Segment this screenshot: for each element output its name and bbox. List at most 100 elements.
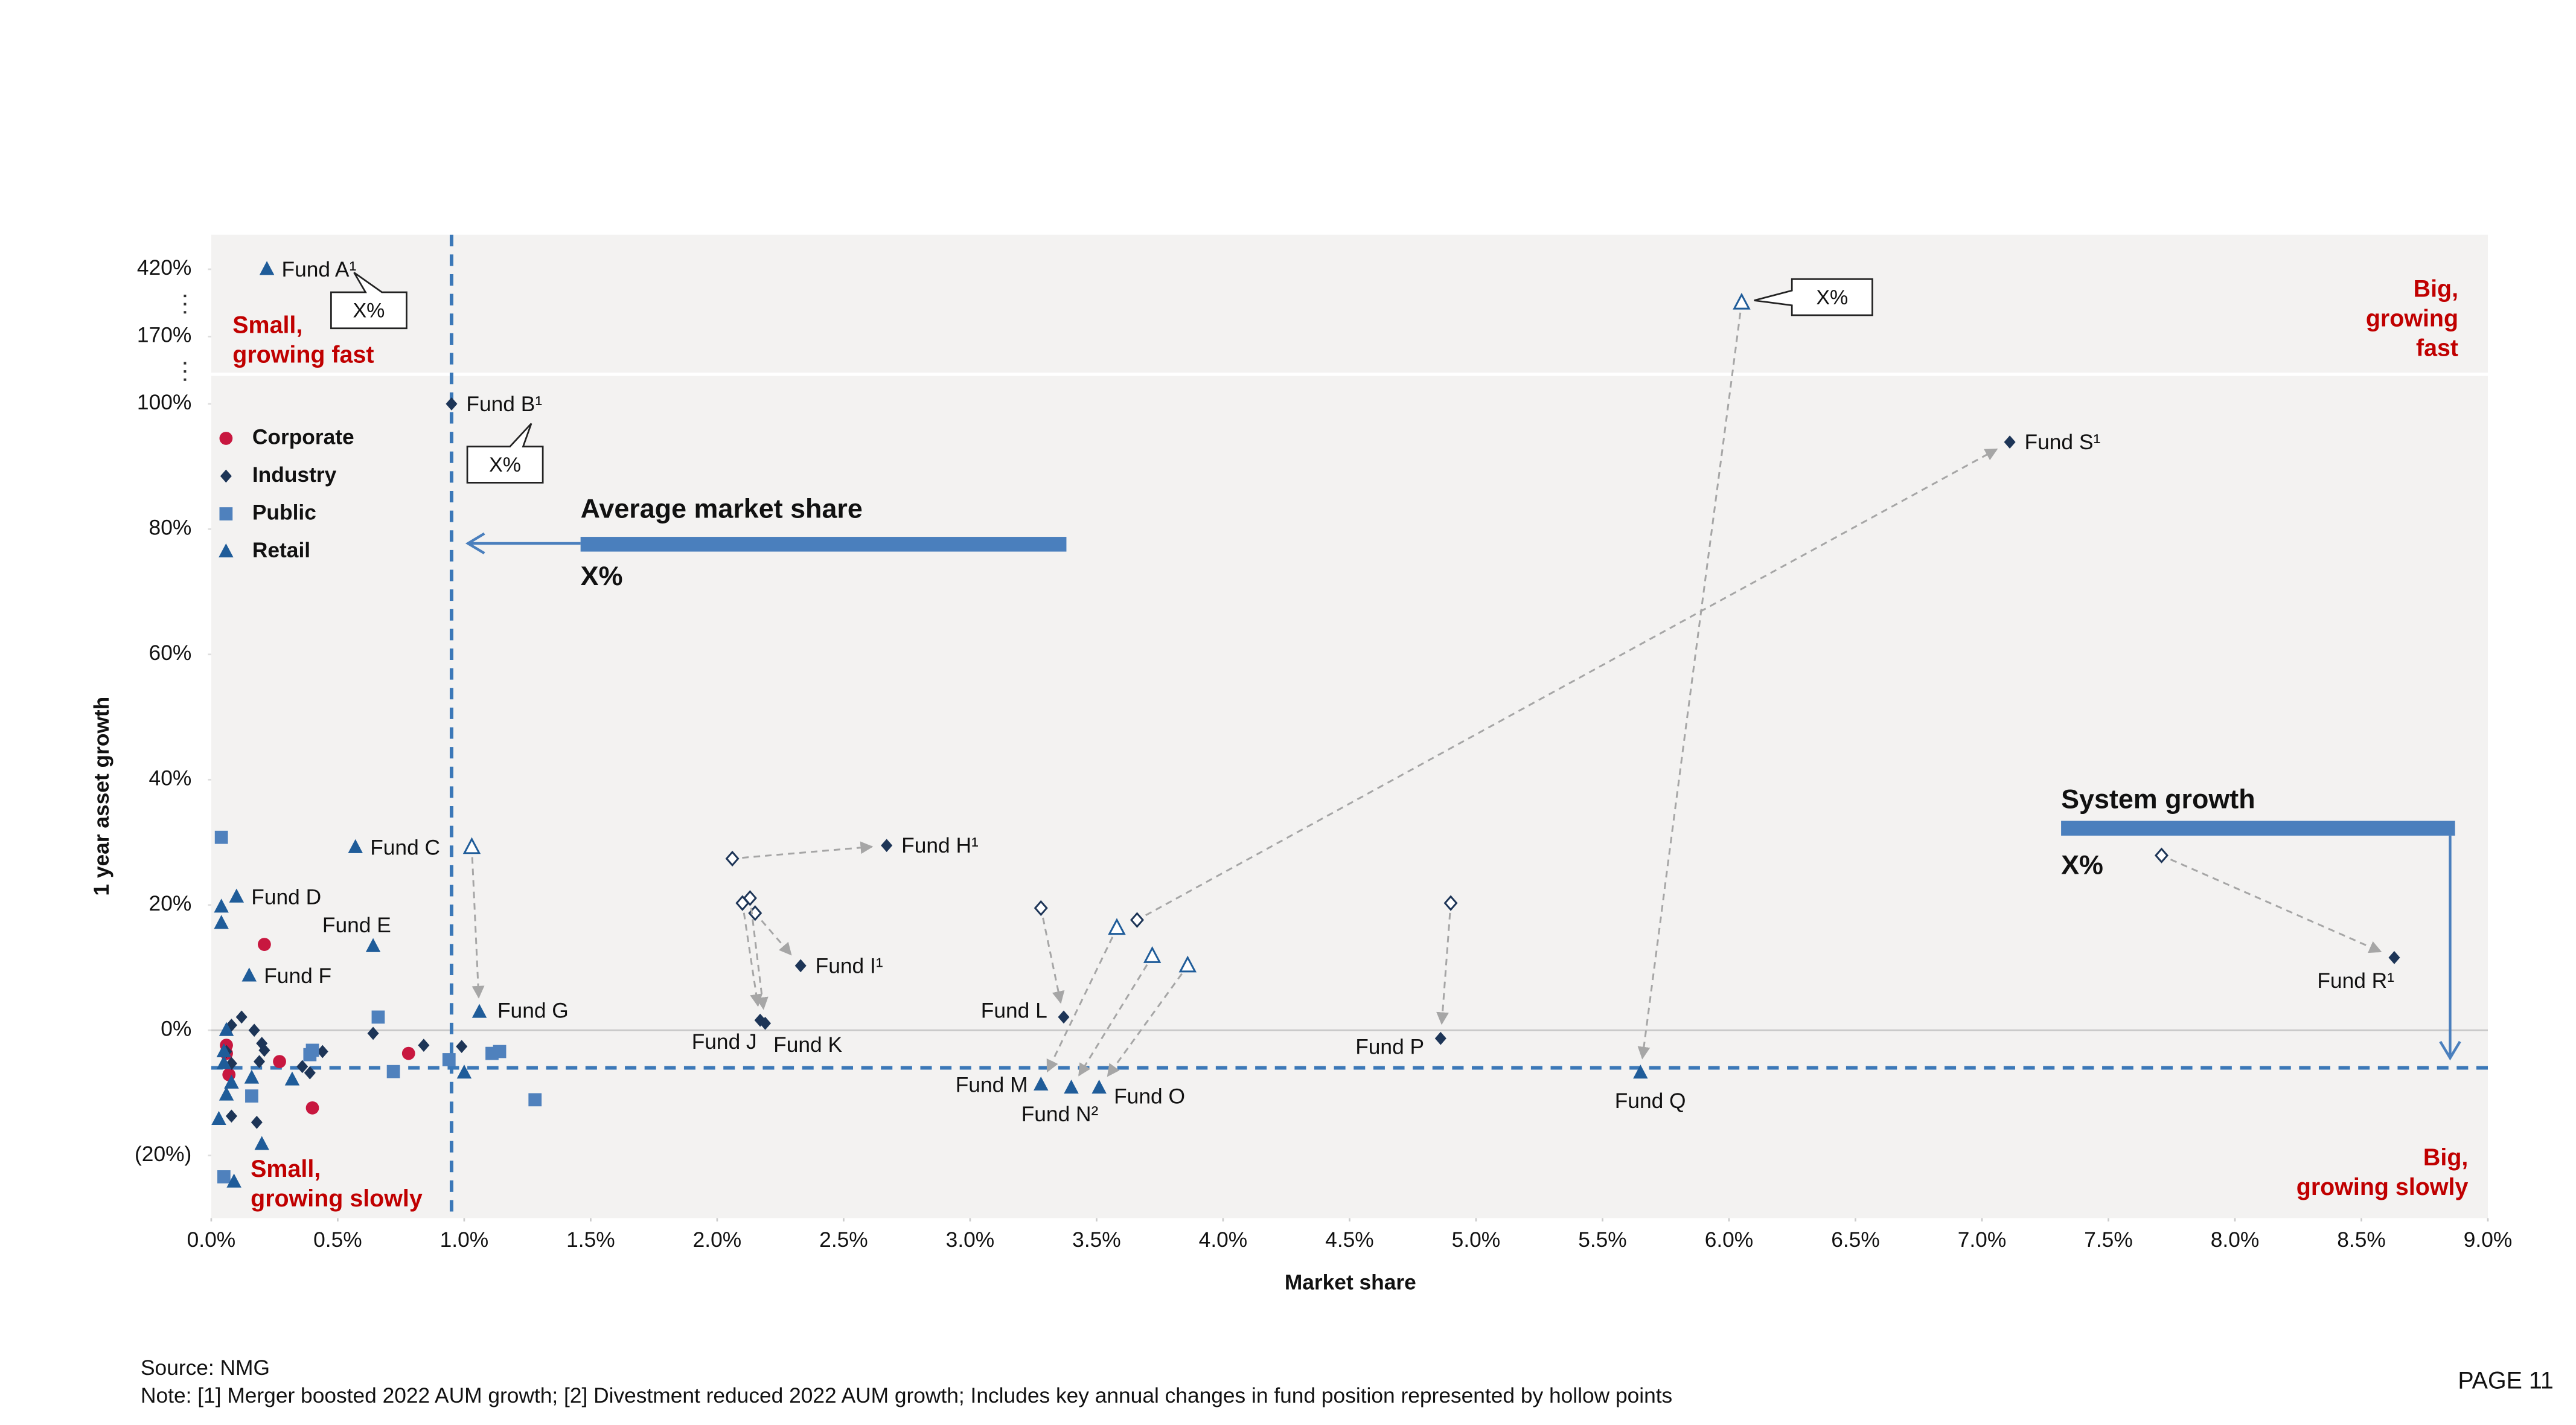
point: [305, 1101, 319, 1115]
source: Source: NMG: [141, 1356, 270, 1380]
prior-point: [1733, 292, 1751, 310]
point-label: Fund B¹: [466, 392, 542, 416]
quadrant-label: growing slowly: [2296, 1174, 2469, 1200]
quadrant-label: Big,: [2414, 276, 2458, 303]
point-label: Fund J: [692, 1030, 757, 1054]
point: [296, 1060, 308, 1074]
point: [442, 1053, 456, 1066]
change-arrow: [1145, 448, 1998, 917]
point: [759, 1016, 772, 1030]
point: [794, 959, 807, 973]
point: [446, 397, 458, 411]
point-label: Fund R¹: [2317, 969, 2394, 993]
point-label: Fund N²: [1021, 1103, 1099, 1126]
annotation-value: X%: [2061, 849, 2103, 880]
change-arrow: [2170, 858, 2382, 953]
point: [245, 1089, 258, 1103]
point: [1058, 1010, 1070, 1024]
legend-label: Industry: [252, 463, 337, 487]
callout-text: X%: [489, 453, 521, 476]
prior-point: [1178, 955, 1197, 973]
point: [217, 1170, 231, 1183]
point-label: Fund D: [251, 885, 321, 909]
point: [1091, 1080, 1107, 1094]
point: [401, 1046, 415, 1060]
point-label: Fund L: [981, 999, 1047, 1023]
point: [881, 839, 893, 853]
prior-point: [1108, 918, 1126, 935]
point: [211, 1110, 226, 1126]
callout-text: X%: [353, 299, 385, 322]
point: [528, 1093, 542, 1107]
x-tick-label: 7.0%: [1958, 1228, 2007, 1252]
y-tick-label: 170%: [137, 324, 191, 347]
point: [216, 1043, 232, 1057]
y-tick-label: 0%: [161, 1017, 191, 1041]
annotation-bar: [580, 537, 1067, 552]
legend-marker: [219, 432, 233, 445]
point: [214, 830, 228, 844]
annotation-title: Average market share: [581, 493, 863, 524]
x-tick-label: 4.5%: [1325, 1228, 1374, 1252]
point: [241, 967, 257, 982]
point: [224, 1074, 239, 1089]
change-arrow: [743, 912, 763, 1007]
change-arrow: [750, 908, 769, 1010]
quadrant-label: Small,: [251, 1156, 321, 1182]
point: [214, 898, 229, 913]
y-tick-label: (20%): [135, 1142, 191, 1166]
point: [418, 1039, 430, 1052]
prior-point: [462, 837, 481, 854]
quadrant-label: Small,: [232, 312, 302, 338]
point: [229, 888, 244, 903]
prior-point: [2154, 847, 2169, 863]
change-arrow: [1046, 937, 1114, 1073]
point-label: Fund H¹: [901, 834, 979, 857]
legend-marker: [219, 543, 234, 558]
point: [1064, 1080, 1079, 1094]
point: [493, 1045, 507, 1058]
point: [2004, 435, 2016, 449]
point: [365, 938, 381, 952]
annotation-arrow: [465, 532, 581, 555]
point: [456, 1065, 472, 1079]
x-tick-label: 3.5%: [1072, 1228, 1121, 1252]
point: [219, 1022, 234, 1036]
point: [284, 1071, 300, 1086]
point-label: Fund G: [497, 999, 569, 1022]
point: [304, 1066, 316, 1080]
quadrant-label: growing fast: [232, 341, 374, 368]
x-tick-label: 8.0%: [2211, 1228, 2260, 1252]
point: [226, 1173, 241, 1188]
y-tick-label: 420%: [137, 256, 191, 280]
y-tick-label: 100%: [137, 391, 191, 414]
change-arrow: [1042, 917, 1065, 1004]
x-tick-label: 8.5%: [2337, 1228, 2386, 1252]
point: [259, 261, 275, 275]
point-label: Fund P: [1355, 1035, 1424, 1058]
callout-box: [466, 423, 544, 484]
annotation-title: System growth: [2061, 784, 2255, 815]
point-label: Fund K: [773, 1033, 842, 1057]
y-tick-label: 40%: [149, 767, 192, 790]
prior-point: [1443, 895, 1458, 911]
point-label: Fund A¹: [282, 258, 357, 281]
quadrant-label: fast: [2416, 335, 2458, 362]
point-label: Fund C: [370, 836, 440, 859]
annotation-arrow: [2439, 835, 2461, 1061]
base-layer: (20%) 0% 20% 40% 60% 80% 100% 170% 420% 0.0% 0.5% 1…: [135, 234, 2512, 1252]
change-arrow: [742, 841, 874, 859]
legend-marker: [219, 507, 233, 520]
point-label: Fund S¹: [2025, 431, 2101, 454]
x-tick-label: 3.0%: [946, 1228, 995, 1252]
point: [471, 1004, 487, 1018]
point: [1434, 1031, 1446, 1045]
x-axis-title: Market share: [1285, 1271, 1416, 1295]
point: [235, 1010, 248, 1024]
point-label: Fund I¹: [816, 954, 883, 978]
prior-point: [1034, 900, 1048, 917]
prior-point: [725, 850, 740, 867]
y-axis-title: 1 year asset growth: [90, 697, 113, 896]
point: [1034, 1076, 1049, 1090]
